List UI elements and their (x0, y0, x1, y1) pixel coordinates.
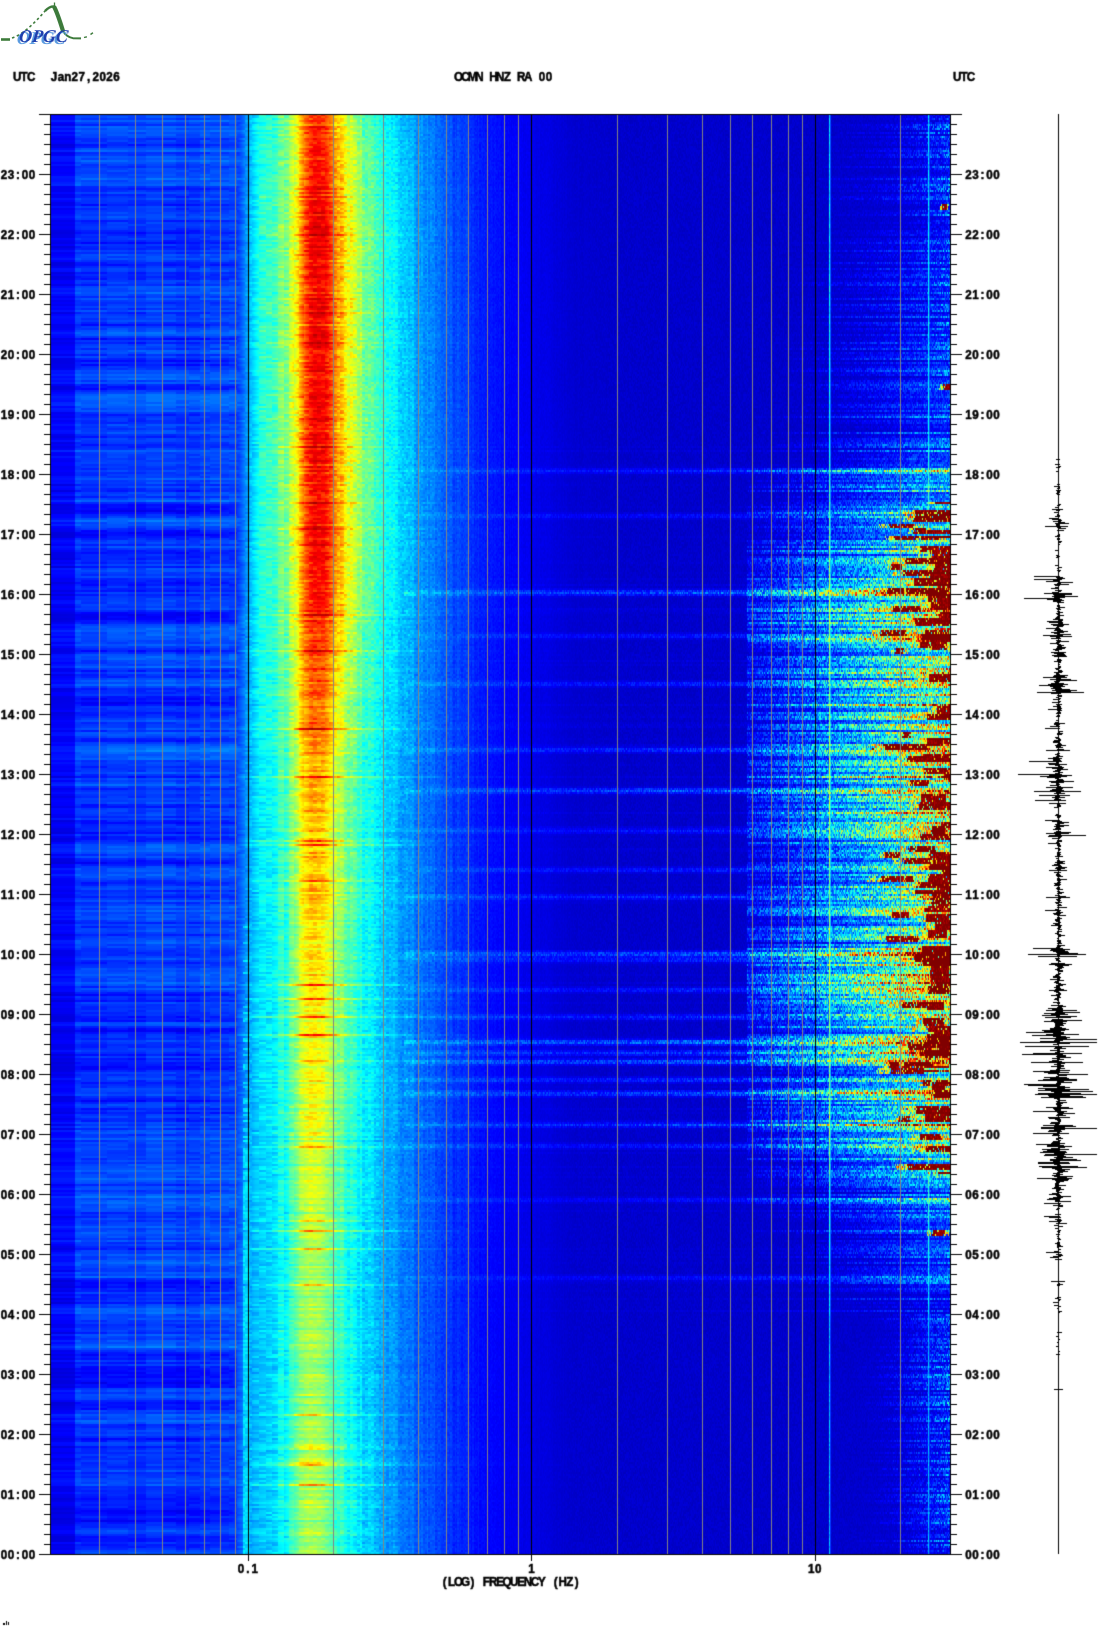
svg-text:OPGC: OPGC (18, 26, 70, 46)
svg-text:OPGC: OPGC (16, 28, 68, 48)
